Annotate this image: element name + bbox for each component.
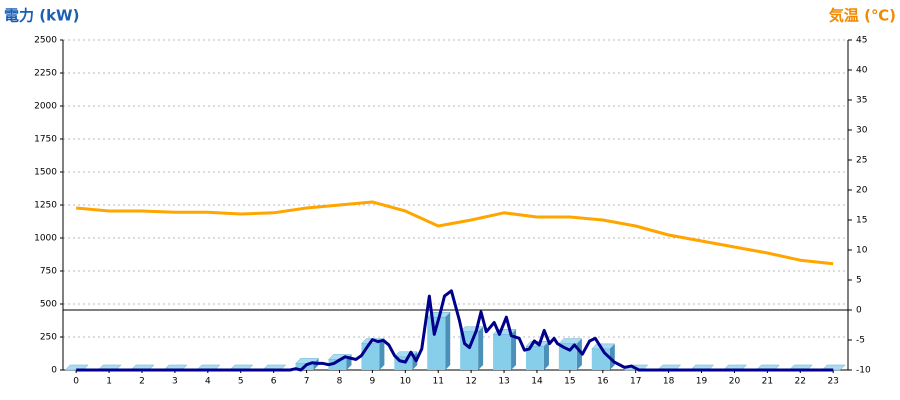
y-tick-label: 2000 bbox=[34, 102, 57, 112]
x-tick-label: 10 bbox=[400, 377, 412, 387]
y-tick-label: 750 bbox=[40, 267, 57, 277]
y2-tick-label: 45 bbox=[856, 36, 867, 46]
bar-top bbox=[591, 343, 616, 350]
bar bbox=[328, 359, 347, 370]
bar bbox=[558, 343, 577, 370]
y2-tick-label: 10 bbox=[856, 246, 868, 256]
bar bbox=[525, 346, 544, 370]
x-tick-label: 23 bbox=[827, 377, 838, 387]
y2-axis-title: 気温 (℃) bbox=[829, 7, 896, 25]
bar-side bbox=[543, 341, 549, 370]
bar-side bbox=[478, 326, 484, 370]
x-tick-label: 4 bbox=[205, 377, 211, 387]
y-tick-label: 500 bbox=[40, 300, 57, 310]
x-tick-label: 2 bbox=[139, 377, 145, 387]
x-tick-label: 12 bbox=[465, 377, 476, 387]
x-tick-label: 0 bbox=[73, 377, 79, 387]
x-tick-label: 9 bbox=[370, 377, 376, 387]
x-tick-label: 21 bbox=[762, 377, 773, 387]
bar bbox=[493, 334, 512, 370]
y2-tick-label: 25 bbox=[856, 156, 867, 166]
bar bbox=[427, 317, 446, 370]
x-tick-label: 19 bbox=[696, 377, 708, 387]
bar-side bbox=[445, 312, 451, 370]
y-tick-label: 1250 bbox=[34, 201, 57, 211]
y-tick-label: 2500 bbox=[34, 36, 57, 46]
y2-tick-label: 30 bbox=[856, 126, 868, 136]
y-tick-label: 250 bbox=[40, 333, 57, 343]
y-tick-label: 1000 bbox=[34, 234, 57, 244]
x-tick-label: 17 bbox=[630, 377, 641, 387]
bar-top bbox=[558, 338, 583, 344]
x-tick-label: 7 bbox=[304, 377, 310, 387]
y2-tick-label: 15 bbox=[856, 216, 867, 226]
x-tick-label: 11 bbox=[432, 377, 443, 387]
bar-side bbox=[609, 343, 615, 370]
y2-tick-label: 35 bbox=[856, 96, 867, 106]
y-tick-label: 1750 bbox=[34, 135, 57, 145]
y2-tick-label: 0 bbox=[856, 306, 862, 316]
x-tick-label: 14 bbox=[531, 377, 543, 387]
x-tick-label: 15 bbox=[564, 377, 575, 387]
x-tick-label: 8 bbox=[337, 377, 343, 387]
bar-side bbox=[379, 338, 385, 370]
bar-side bbox=[511, 329, 517, 370]
bar bbox=[361, 343, 380, 370]
y2-tick-label: 40 bbox=[856, 66, 868, 76]
bar-side bbox=[576, 338, 582, 370]
x-tick-label: 1 bbox=[106, 377, 112, 387]
y-tick-label: 1500 bbox=[34, 168, 57, 178]
y2-tick-label: 20 bbox=[856, 186, 868, 196]
x-tick-label: 20 bbox=[729, 377, 741, 387]
line bbox=[76, 289, 834, 372]
x-tick-label: 6 bbox=[271, 377, 277, 387]
line bbox=[76, 200, 834, 266]
x-tick-label: 18 bbox=[663, 377, 675, 387]
y-tick-label: 2250 bbox=[34, 69, 57, 79]
bar bbox=[591, 348, 610, 370]
y2-tick-label: -5 bbox=[856, 336, 865, 346]
y2-tick-label: 5 bbox=[856, 276, 862, 286]
x-tick-label: 16 bbox=[597, 377, 609, 387]
y-axis-title: 電力 (kW) bbox=[4, 7, 79, 25]
x-tick-label: 3 bbox=[172, 377, 178, 387]
y2-tick-label: -10 bbox=[856, 366, 871, 376]
x-tick-label: 22 bbox=[795, 377, 806, 387]
y-tick-label: 0 bbox=[51, 366, 57, 376]
x-tick-label: 13 bbox=[498, 377, 509, 387]
x-tick-label: 5 bbox=[238, 377, 244, 387]
